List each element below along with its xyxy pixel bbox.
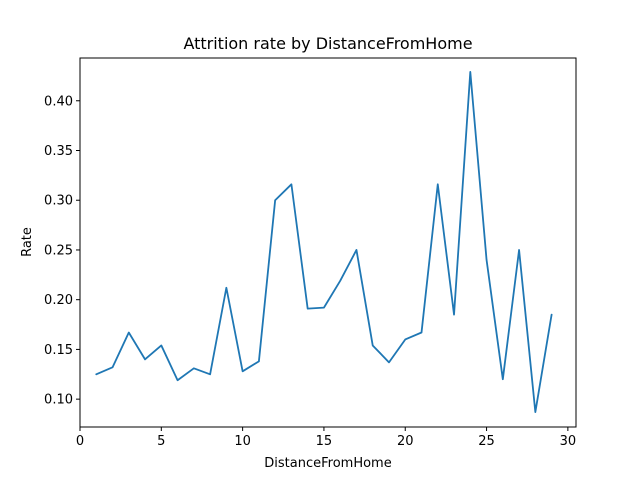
series-line [95, 71, 553, 413]
y-tick-label: 0.30 [44, 194, 73, 209]
y-tick-label: 0.25 [44, 243, 73, 258]
chart-title: Attrition rate by DistanceFromHome [183, 34, 472, 53]
x-tick-label: 20 [397, 434, 414, 449]
plot-area: 0 5 10 15 20 25 30 0.10 0.15 0.20 0.25 0.30 0.35 0.4… [44, 57, 577, 449]
y-tick-label: 0.20 [44, 293, 73, 308]
x-tick-label: 5 [157, 434, 165, 449]
x-tick-label: 10 [234, 434, 251, 449]
y-tick-label: 0.10 [44, 393, 73, 408]
x-tick-label: 25 [478, 434, 495, 449]
x-axis-ticks: 0 5 10 15 20 25 30 [76, 427, 576, 449]
plot-frame [79, 57, 577, 428]
x-tick-label: 30 [560, 434, 577, 449]
x-tick-label: 0 [76, 434, 84, 449]
y-tick-label: 0.35 [44, 144, 73, 159]
y-tick-label: 0.40 [44, 94, 73, 109]
x-axis-label: DistanceFromHome [264, 456, 391, 471]
y-axis-label: Rate [20, 227, 35, 257]
x-tick-label: 15 [316, 434, 333, 449]
y-axis-ticks: 0.10 0.15 0.20 0.25 0.30 0.35 0.40 [44, 94, 80, 408]
y-tick-label: 0.15 [44, 343, 73, 358]
